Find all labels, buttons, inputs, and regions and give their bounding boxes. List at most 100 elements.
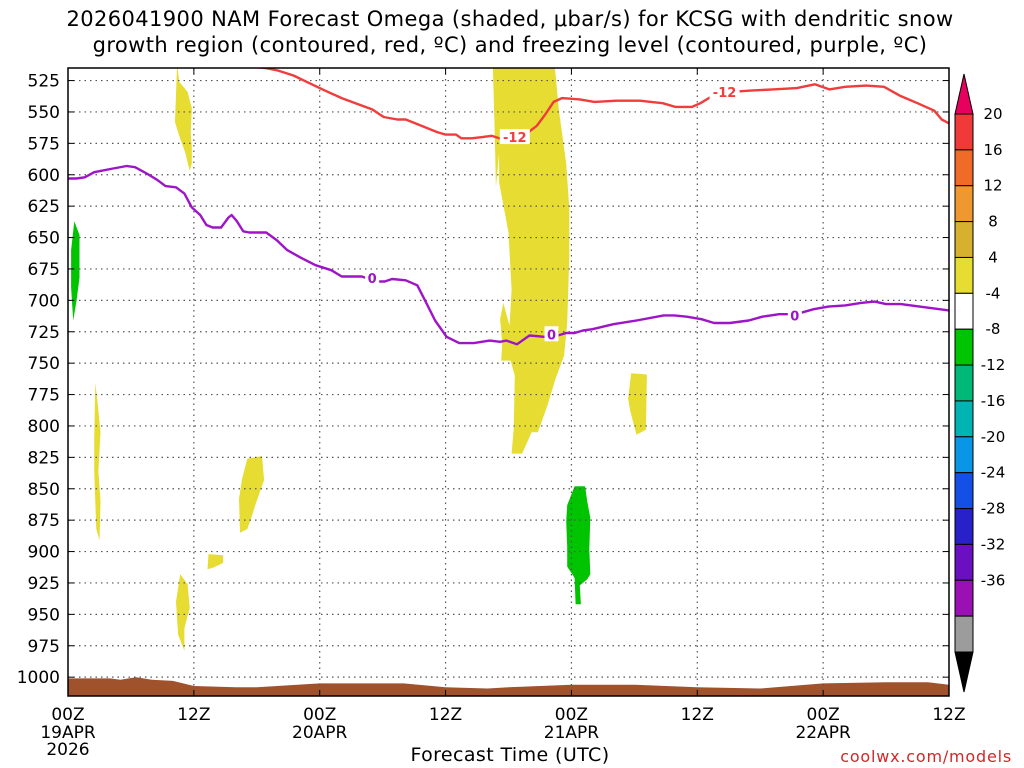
omega-shading [68,68,949,696]
x-tick-label: 00Z [555,705,588,725]
omega-area-0 [175,68,192,171]
omega-area-4 [207,554,224,570]
contour-label: -12 [503,131,527,146]
y-tick-label: 925 [28,574,60,594]
colorbar-swatch [954,436,974,474]
y-tick-label: 900 [28,543,60,563]
terrain-fill [68,677,949,696]
contour-label: -12 [713,86,737,101]
y-tick-label: 950 [28,605,60,625]
contour-line-1 [68,164,949,346]
colorbar-bottom-arrow [954,651,974,693]
chart-title-line1: 2026041900 NAM Forecast Omega (shaded, μ… [66,7,954,31]
y-axis: 525 550 575 600 625 650 675 700 725 750 775 800 825 8… [17,72,949,688]
colorbar-swatch [954,615,974,653]
colorbar-swatch [954,543,974,581]
y-tick-label: 625 [28,197,60,217]
colorbar-swatch [954,472,974,510]
x-tick-date: 22APR [795,723,851,743]
colorbar-label: 12 [983,177,1002,195]
contour-label-bg [365,269,380,285]
x-axis-label: Forecast Time (UTC) [410,744,610,766]
contour-label-bg [544,326,559,342]
colorbar-label: -32 [981,535,1006,553]
colorbar-swatch [954,149,974,187]
contour-label-bg [499,129,530,145]
colorbar-swatch [954,185,974,223]
omega-area-8 [566,486,591,605]
omega-area-3 [239,456,265,533]
chart-title: 2026041900 NAM Forecast Omega (shaded, μ… [0,6,1020,58]
colorbar-swatch [954,113,974,151]
y-tick-label: 550 [28,103,60,123]
colorbar-label: -24 [981,464,1006,482]
y-tick-label: 525 [28,72,60,92]
x-tick-date: 20APR [292,723,348,743]
y-tick-label: 700 [28,291,60,311]
colorbar-label: -4 [986,284,1001,302]
y-tick-label: 825 [28,448,60,468]
colorbar-label: -20 [981,428,1006,446]
colorbar-swatch [954,364,974,402]
colorbar-swatch [954,508,974,545]
y-tick-label: 875 [28,511,60,531]
y-tick-label: 800 [28,417,60,437]
plot-frame [67,67,950,697]
contour-line-0 [252,68,949,140]
colorbar-label: 20 [983,105,1002,123]
contour-label-bg [709,83,740,99]
colorbar-top-arrow [954,73,974,115]
x-tick-label: 00Z [807,705,840,725]
contour-label-bg [787,307,802,323]
omega-area-5 [176,574,190,651]
y-tick-label: 775 [28,386,60,406]
colorbar-swatch [954,221,974,258]
colorbar-label: 8 [988,213,998,231]
colorbar: 20 16 12 8 4 -4 -8 -12 -16 -20 -24 -28 -32 -36 [954,73,1006,693]
x-tick-label: 12Z [681,705,714,725]
colorbar-swatch [954,400,974,438]
omega-area-7 [71,221,80,321]
contour-lines [68,68,949,346]
contour-label: 0 [368,272,377,287]
colorbar-label: 16 [983,141,1002,159]
y-tick-label: 650 [28,229,60,249]
colorbar-label: -36 [981,571,1006,589]
x-tick-label: 00Z [51,705,84,725]
y-tick-label: 675 [28,260,60,280]
y-tick-label: 600 [28,166,60,186]
contour-label: 0 [790,309,799,324]
x-tick-label: 00Z [303,705,336,725]
y-tick-label: 725 [28,323,60,343]
colorbar-swatch [954,292,974,330]
x-tick-date: 21APR [544,723,600,743]
colorbar-label: 4 [988,248,998,266]
omega-area-1 [492,68,570,454]
colorbar-swatch [954,579,974,617]
omega-area-6 [628,373,647,435]
site-credit: coolwx.com/models [840,747,1012,766]
x-tick-date: 19APR [40,723,96,743]
y-tick-label: 575 [28,134,60,154]
x-tick-year: 2026 [46,740,89,760]
contour-label: 0 [547,328,556,343]
colorbar-swatch [954,256,974,294]
y-tick-label: 975 [28,637,60,657]
colorbar-label: -8 [986,320,1001,338]
x-tick-label: 12Z [177,705,210,725]
grid-lines [68,68,949,696]
y-tick-label: 850 [28,480,60,500]
colorbar-swatch [954,328,974,366]
colorbar-label: -28 [981,500,1006,518]
x-tick-label: 12Z [932,705,965,725]
chart-title-line2: growth region (contoured, red, ºC) and f… [92,33,928,57]
colorbar-label: -12 [981,356,1006,374]
y-tick-label: 1000 [17,668,60,688]
colorbar-label: -16 [981,392,1006,410]
omega-area-2 [94,383,101,541]
x-tick-label: 12Z [429,705,462,725]
contour-labels: -12 -12 0 0 0 [365,83,802,343]
y-tick-label: 750 [28,354,60,374]
